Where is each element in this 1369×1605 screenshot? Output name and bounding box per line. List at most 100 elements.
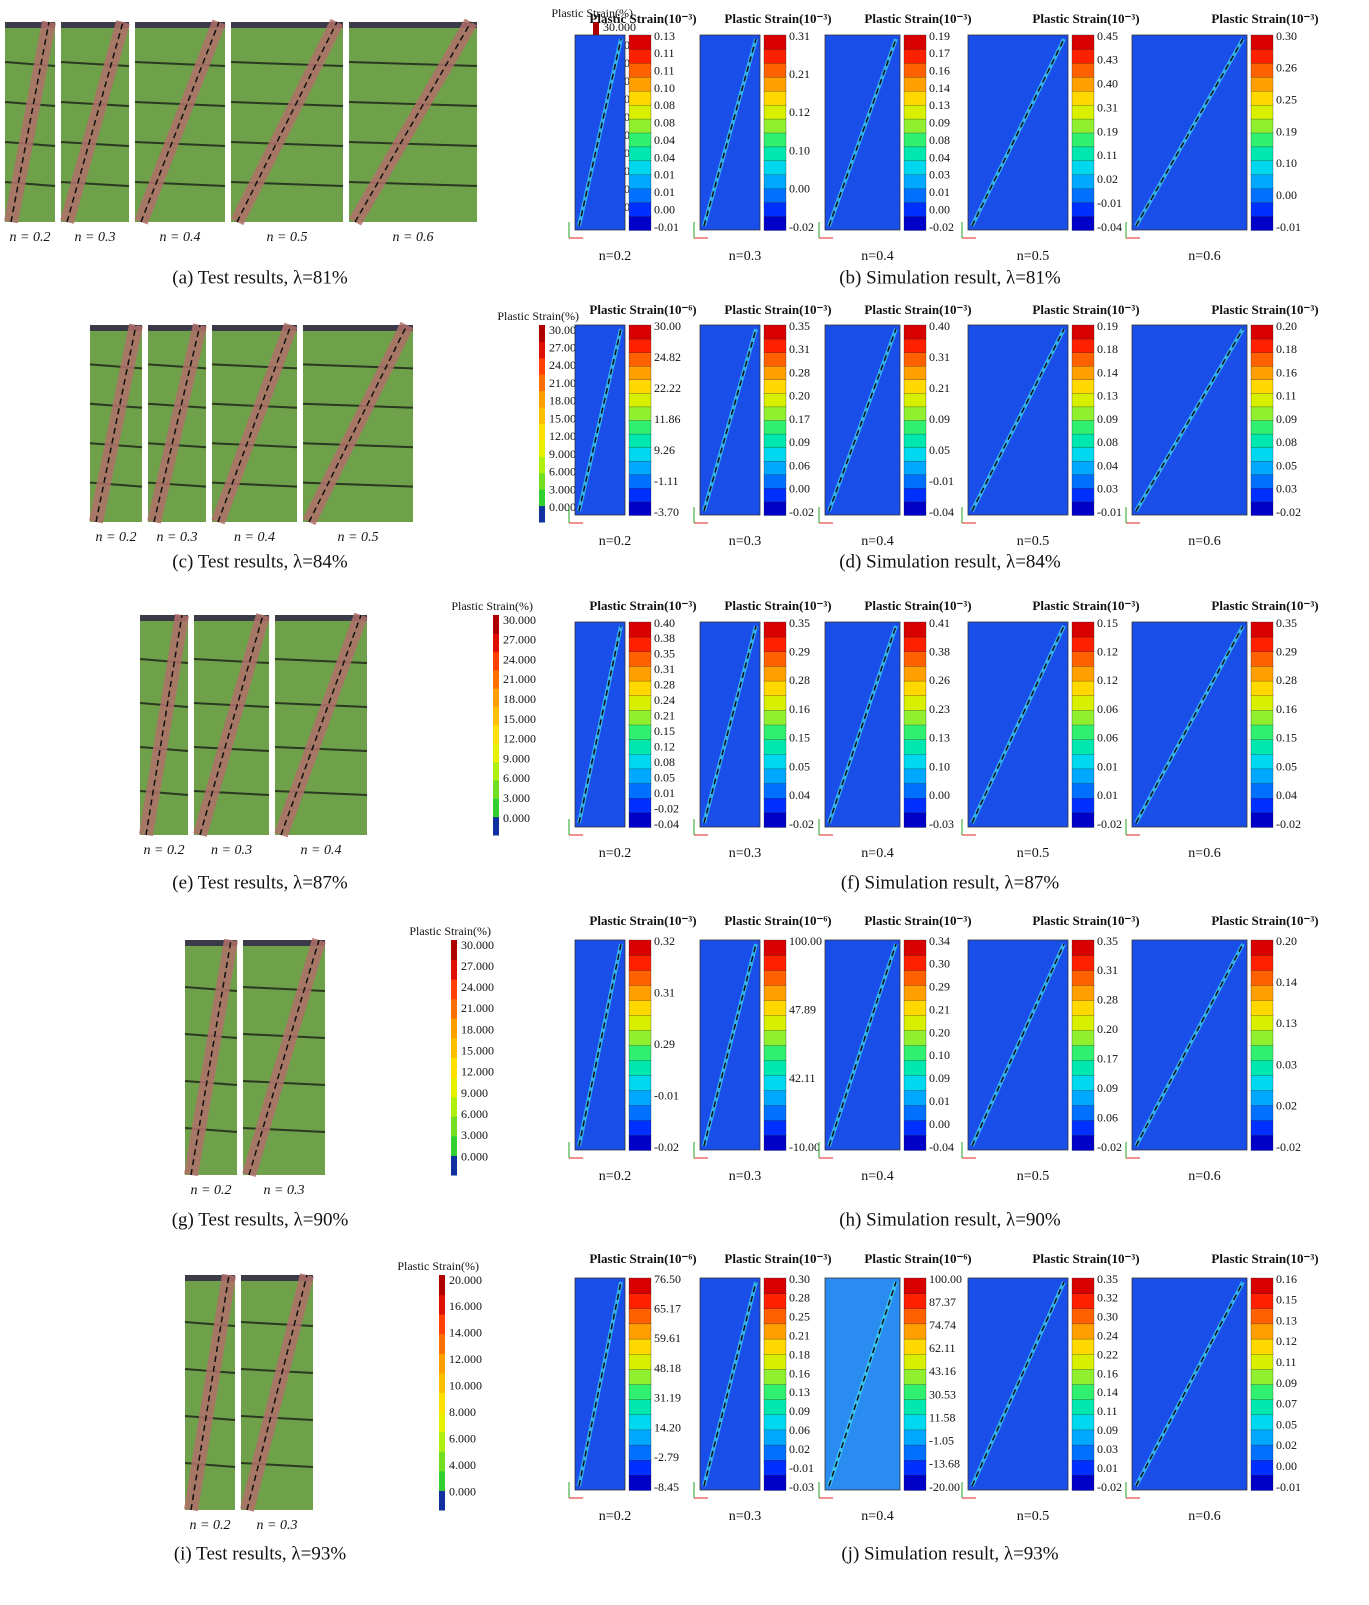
legend-label: 21.000: [461, 1001, 494, 1015]
colorbar-label: -0.02: [929, 220, 954, 234]
colorbar-label: 0.40: [1097, 77, 1118, 91]
colorbar-label: -0.04: [654, 817, 679, 831]
colorbar-segment: [764, 695, 786, 710]
colorbar-segment: [1251, 216, 1273, 230]
panel-title: Plastic Strain(10⁻⁶): [589, 302, 696, 317]
colorbar-segment: [1072, 940, 1094, 956]
colorbar-segment: [904, 1105, 926, 1121]
colorbar-segment: [629, 681, 651, 696]
colorbar-segment: [1072, 1075, 1094, 1091]
colorbar-segment: [629, 216, 651, 230]
colorbar-segment: [629, 1075, 651, 1091]
colorbar-label: 0.13: [929, 98, 950, 112]
colorbar-label: -0.02: [1097, 817, 1122, 831]
colorbar-segment: [1072, 955, 1094, 971]
colorbar-segment: [1251, 739, 1273, 754]
colorbar-segment: [1251, 352, 1273, 366]
colorbar-segment: [1251, 1015, 1273, 1031]
colorbar-segment: [629, 1000, 651, 1016]
colorbar-segment: [764, 146, 786, 160]
colorbar-segment: [904, 798, 926, 813]
colorbar-label: 0.08: [654, 98, 675, 112]
specimen-label: n=0.5: [1017, 846, 1049, 861]
legend-bar-segment: [451, 979, 457, 999]
colorbar-label: 0.28: [789, 673, 810, 687]
colorbar-segment: [1072, 501, 1094, 515]
colorbar-segment: [1251, 1030, 1273, 1046]
colorbar-segment: [629, 754, 651, 769]
legend-title: Plastic Strain(%): [397, 1259, 479, 1273]
colorbar-segment: [904, 488, 926, 502]
caption: (a) Test results, λ=81%: [172, 267, 348, 288]
colorbar-segment: [629, 35, 651, 49]
colorbar-label: 0.22: [1097, 1347, 1118, 1361]
colorbar-segment: [629, 501, 651, 515]
colorbar-segment: [1072, 1135, 1094, 1151]
colorbar-label: 11.58: [929, 1410, 956, 1424]
colorbar-segment: [904, 955, 926, 971]
colorbar-label: 100.00: [789, 934, 822, 948]
legend-bar-segment: [493, 743, 499, 762]
legend-label: 6.000: [503, 771, 530, 785]
legend-bar-segment: [493, 652, 499, 671]
panel-title: Plastic Strain(10⁻³): [589, 598, 696, 613]
colorbar-segment: [764, 681, 786, 696]
colorbar-label: 0.09: [789, 1404, 810, 1418]
colorbar-segment: [1251, 488, 1273, 502]
colorbar-segment: [1072, 202, 1094, 216]
colorbar-label: 0.00: [654, 202, 675, 216]
colorbar-label: 30.00: [654, 319, 681, 333]
legend-label: 27.000: [503, 633, 536, 647]
specimen-label: n=0.3: [729, 846, 761, 861]
colorbar-label: -0.01: [789, 1461, 814, 1475]
colorbar-segment: [904, 754, 926, 769]
colorbar-label: 0.35: [654, 647, 675, 661]
specimen-label: n = 0.3: [264, 1183, 305, 1198]
colorbar-segment: [629, 160, 651, 174]
specimen-label: n=0.6: [1188, 534, 1220, 549]
colorbar-label: 0.00: [1276, 188, 1297, 202]
colorbar-label: -0.01: [1097, 505, 1122, 519]
colorbar-label: 9.26: [654, 443, 675, 457]
colorbar-label: 0.28: [789, 1291, 810, 1305]
colorbar-segment: [764, 49, 786, 63]
colorbar-label: 0.06: [789, 1423, 810, 1437]
colorbar-segment: [1251, 366, 1273, 380]
colorbar-label: 0.13: [1276, 1313, 1297, 1327]
colorbar-label: 0.15: [789, 731, 810, 745]
colorbar-segment: [1072, 1000, 1094, 1016]
colorbar-segment: [904, 202, 926, 216]
colorbar-segment: [1072, 1278, 1094, 1294]
colorbar-label: 0.21: [789, 67, 810, 81]
colorbar-segment: [764, 783, 786, 798]
colorbar-segment: [904, 1120, 926, 1136]
colorbar-label: 0.24: [654, 693, 675, 707]
panel-title: Plastic Strain(10⁻³): [724, 598, 831, 613]
caption: (j) Simulation result, λ=93%: [841, 1543, 1058, 1564]
panel-title: Plastic Strain(10⁻³): [864, 913, 971, 928]
colorbar-label: 0.20: [1097, 1022, 1118, 1036]
colorbar-segment: [1251, 91, 1273, 105]
colorbar-segment: [1251, 1120, 1273, 1136]
colorbar-segment: [1251, 174, 1273, 188]
legend-label: 12.000: [503, 732, 536, 746]
colorbar-label: 0.10: [929, 1048, 950, 1062]
colorbar-label: 0.24: [1097, 1328, 1118, 1342]
colorbar-segment: [1251, 1060, 1273, 1076]
colorbar-label: 0.19: [1097, 124, 1118, 138]
colorbar-segment: [1251, 1369, 1273, 1385]
colorbar-label: 0.08: [1097, 435, 1118, 449]
legend-title: Plastic Strain(%): [409, 924, 491, 938]
colorbar-label: 42.11: [789, 1071, 816, 1085]
colorbar-segment: [904, 637, 926, 652]
colorbar-label: 0.28: [1097, 993, 1118, 1007]
colorbar-segment: [1251, 798, 1273, 813]
legend-bar-segment: [539, 506, 545, 523]
panel-title: Plastic Strain(10⁻³): [864, 302, 971, 317]
colorbar-segment: [1251, 812, 1273, 827]
colorbar-segment: [629, 1120, 651, 1136]
colorbar-segment: [629, 812, 651, 827]
colorbar-label: 0.05: [1276, 458, 1297, 472]
colorbar-segment: [1251, 695, 1273, 710]
colorbar-label: 0.01: [1097, 759, 1118, 773]
